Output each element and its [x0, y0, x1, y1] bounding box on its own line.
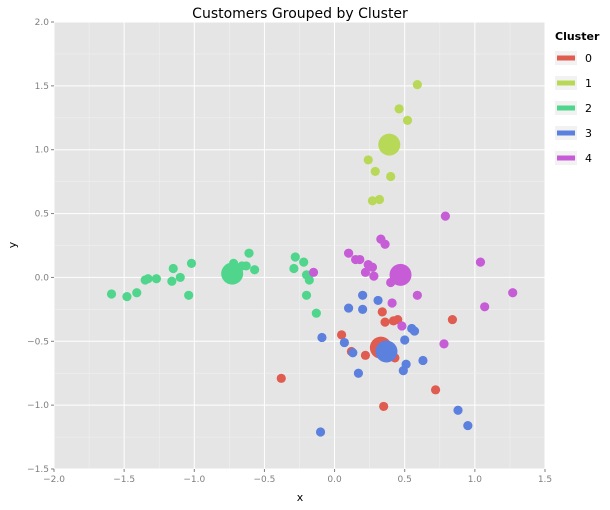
legend-label-cluster-4: 4 — [585, 152, 592, 165]
data-point-cluster-4 — [480, 302, 490, 312]
data-point-cluster-2 — [244, 248, 254, 258]
data-point-cluster-0 — [360, 350, 371, 360]
data-point-cluster-3 — [453, 405, 463, 415]
y-tick-label: 1.0 — [35, 146, 50, 156]
data-point-cluster-0 — [336, 330, 347, 340]
data-point-cluster-2 — [241, 261, 251, 271]
x-tick-label: 0.5 — [398, 475, 412, 485]
data-point-cluster-2 — [184, 290, 194, 300]
data-point-cluster-3 — [373, 295, 383, 306]
x-tick-label: 1.0 — [468, 475, 483, 485]
data-point-cluster-1 — [386, 171, 396, 182]
data-point-cluster-2 — [151, 274, 162, 284]
x-axis-title: x — [297, 491, 304, 504]
data-point-cluster-4 — [308, 267, 319, 277]
data-point-cluster-4 — [387, 298, 397, 308]
data-point-cluster-1 — [394, 104, 404, 114]
y-tick-label: 2.0 — [35, 18, 50, 28]
centroid-cluster-2 — [221, 262, 244, 285]
data-point-cluster-3 — [358, 304, 368, 314]
data-point-cluster-2 — [143, 274, 153, 284]
y-tick-label: −1.5 — [27, 465, 49, 475]
data-point-cluster-4 — [367, 262, 378, 272]
data-point-cluster-2 — [301, 290, 312, 300]
y-tick-label: −1.0 — [27, 401, 49, 411]
data-point-cluster-4 — [380, 239, 390, 249]
data-point-cluster-4 — [344, 248, 354, 258]
data-point-cluster-4 — [355, 254, 365, 265]
data-point-cluster-4 — [360, 267, 371, 277]
data-point-cluster-2 — [290, 252, 300, 262]
data-point-cluster-0 — [447, 314, 458, 325]
data-point-cluster-3 — [418, 355, 428, 366]
x-tick-label: 0.0 — [327, 475, 342, 485]
data-point-cluster-3 — [401, 359, 411, 369]
x-tick-label: −0.5 — [253, 475, 275, 485]
data-point-cluster-3 — [348, 348, 358, 358]
data-point-cluster-4 — [439, 339, 449, 349]
data-point-cluster-2 — [132, 288, 142, 298]
y-axis-title: y — [6, 241, 19, 248]
data-point-cluster-4 — [475, 257, 486, 267]
data-point-cluster-4 — [508, 288, 518, 298]
x-tick-label: −1.5 — [113, 475, 135, 485]
data-point-cluster-0 — [379, 401, 389, 412]
data-point-cluster-2 — [299, 257, 309, 267]
data-point-cluster-2 — [186, 258, 197, 268]
chart-title: Customers Grouped by Cluster — [192, 6, 408, 22]
centroid-cluster-4 — [389, 263, 412, 286]
y-tick-label: 1.5 — [35, 82, 49, 92]
data-point-cluster-1 — [363, 155, 373, 165]
y-tick-label: −0.5 — [27, 337, 49, 347]
data-point-cluster-2 — [304, 275, 314, 285]
data-point-cluster-1 — [370, 166, 380, 177]
data-point-cluster-2 — [168, 263, 178, 274]
data-point-cluster-4 — [412, 290, 422, 300]
legend-label-cluster-1: 1 — [585, 77, 592, 90]
data-point-cluster-0 — [380, 317, 390, 327]
data-point-cluster-3 — [353, 368, 364, 378]
y-tick-label: 0.5 — [35, 210, 49, 220]
data-point-cluster-1 — [412, 79, 422, 90]
legend-label-cluster-2: 2 — [585, 102, 592, 115]
data-point-cluster-3 — [315, 427, 326, 437]
x-tick-label: −1.0 — [183, 475, 205, 485]
data-point-cluster-3 — [358, 290, 368, 300]
legend-title: Cluster — [555, 30, 600, 43]
data-point-cluster-2 — [167, 276, 177, 286]
legend-label-cluster-0: 0 — [585, 52, 592, 65]
data-point-cluster-3 — [344, 303, 354, 313]
data-point-cluster-3 — [409, 326, 420, 336]
data-point-cluster-0 — [276, 373, 286, 383]
data-point-cluster-2 — [175, 272, 185, 283]
data-point-cluster-2 — [289, 263, 299, 274]
centroid-cluster-3 — [375, 340, 398, 363]
data-point-cluster-4 — [397, 321, 407, 331]
x-tick-label: 1.5 — [538, 475, 552, 485]
data-point-cluster-2 — [122, 291, 132, 302]
data-point-cluster-3 — [339, 337, 349, 348]
data-point-cluster-4 — [440, 211, 450, 221]
data-point-cluster-3 — [317, 332, 327, 343]
data-point-cluster-4 — [369, 271, 379, 281]
data-point-cluster-2 — [250, 265, 260, 275]
centroid-cluster-1 — [378, 133, 401, 156]
data-point-cluster-2 — [106, 289, 117, 299]
legend-label-cluster-3: 3 — [585, 127, 592, 140]
data-point-cluster-2 — [311, 308, 321, 318]
data-point-cluster-3 — [463, 420, 473, 431]
x-tick-label: −2.0 — [43, 475, 65, 485]
data-point-cluster-1 — [402, 115, 413, 125]
y-tick-label: 0.0 — [35, 273, 50, 283]
legend: Cluster 0 1 2 3 4 — [555, 30, 600, 165]
data-point-cluster-0 — [430, 385, 441, 395]
data-point-cluster-3 — [400, 335, 410, 345]
data-point-cluster-0 — [377, 307, 387, 317]
data-point-cluster-1 — [374, 194, 385, 205]
data-point-cluster-1 — [367, 196, 378, 206]
